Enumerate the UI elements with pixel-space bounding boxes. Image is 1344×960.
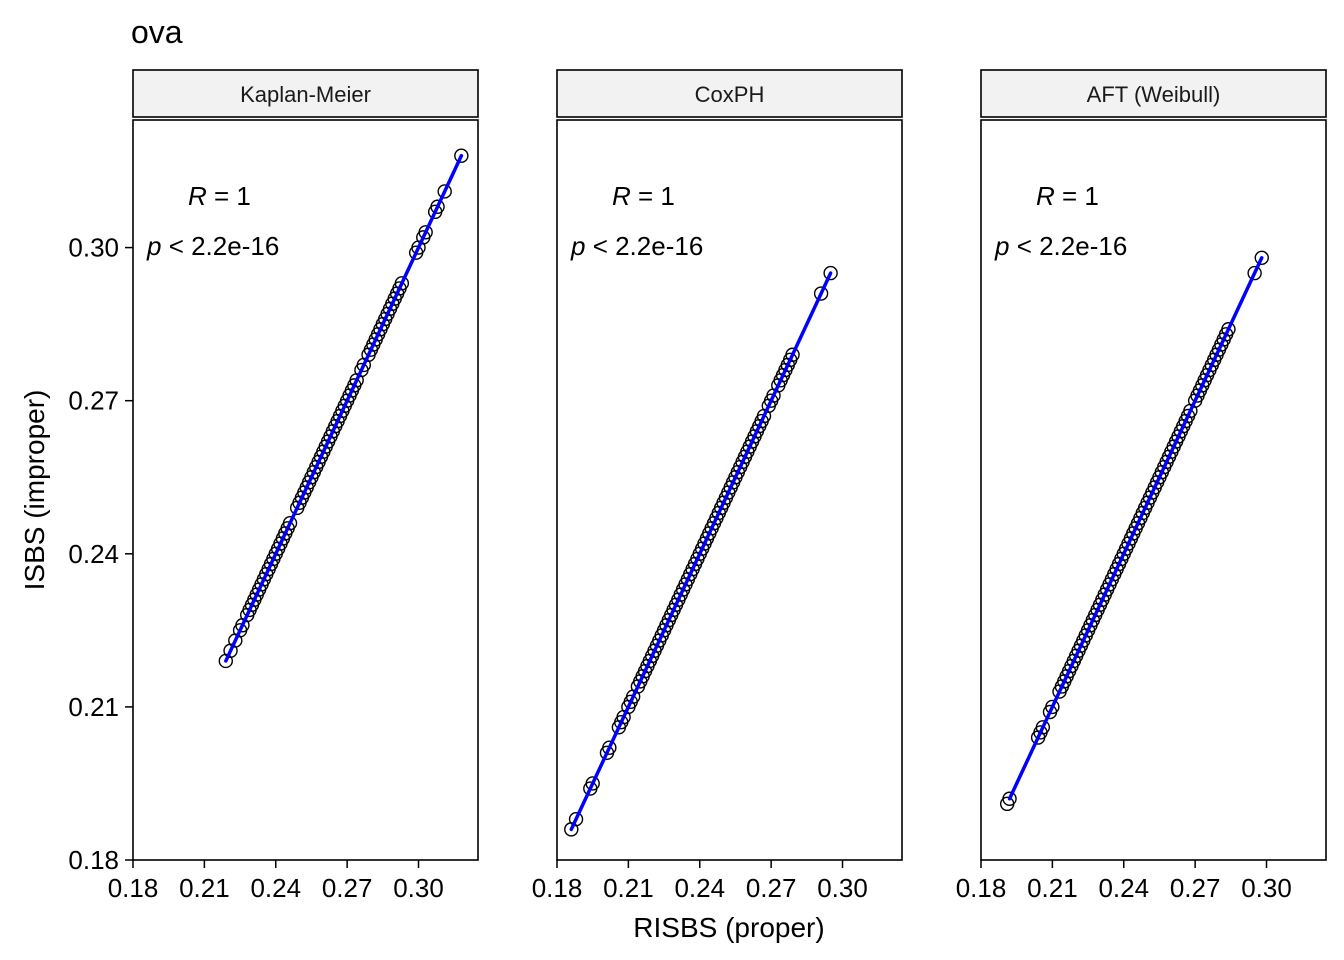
- x-tick-label: 0.24: [674, 873, 725, 903]
- data-point: [1035, 720, 1051, 735]
- x-tick-label: 0.30: [817, 873, 868, 903]
- facet-panel: Kaplan-Meier 0.18 0.21 0.24 0.27 0.30 0.18 0.21…: [68, 69, 479, 903]
- data-point: [823, 265, 838, 281]
- data-point: [585, 776, 600, 791]
- y-tick-label: 0.30: [68, 233, 119, 263]
- facet-panels: Kaplan-Meier 0.18 0.21 0.24 0.27 0.30 0.18 0.21…: [68, 69, 1327, 903]
- data-point: [394, 276, 410, 291]
- x-tick-label: 0.30: [1241, 873, 1292, 903]
- data-point: [1247, 265, 1262, 281]
- data-point: [418, 225, 433, 240]
- data-point: [785, 347, 800, 362]
- data-point: [1221, 322, 1236, 337]
- facet-strip-label: Kaplan-Meier: [240, 82, 371, 107]
- y-tick-label: 0.24: [68, 539, 119, 569]
- x-tick-label: 0.18: [108, 873, 159, 903]
- data-point: [430, 199, 445, 214]
- regression-line: [1007, 256, 1264, 801]
- data-point: [1254, 250, 1269, 265]
- facet-panel: AFT (Weibull) 0.18 0.21 0.24 0.27 0.30 R = 1 p …: [956, 69, 1327, 903]
- chart-title: ova: [131, 14, 183, 50]
- x-tick-label: 0.18: [532, 873, 583, 903]
- facet-strip: [980, 69, 1327, 118]
- y-tick-label: 0.27: [68, 386, 119, 416]
- p-value-annotation: p < 2.2e-16: [994, 231, 1127, 261]
- correlation-annotation: R = 1: [188, 181, 251, 211]
- x-tick-label: 0.27: [746, 873, 797, 903]
- p-value-annotation: p < 2.2e-16: [570, 231, 703, 261]
- data-point: [1045, 699, 1060, 715]
- panel-border: [132, 119, 479, 861]
- data-point: [1002, 791, 1017, 806]
- x-tick-label: 0.18: [956, 873, 1007, 903]
- data-point: [437, 184, 452, 199]
- y-tick-label: 0.21: [68, 692, 119, 722]
- data-point: [568, 811, 584, 827]
- facet-strip: [132, 69, 479, 118]
- x-tick-label: 0.24: [250, 873, 301, 903]
- x-tick-label: 0.21: [1027, 873, 1078, 903]
- x-tick-label: 0.27: [1170, 873, 1221, 903]
- data-point: [282, 515, 298, 531]
- x-tick-label: 0.30: [393, 873, 444, 903]
- data-point: [813, 286, 829, 301]
- facet-strip: [556, 69, 903, 118]
- y-axis-title: ISBS (improper): [19, 390, 50, 591]
- y-tick-label: 0.18: [68, 845, 119, 875]
- panel-border: [980, 119, 1327, 861]
- correlation-annotation: R = 1: [612, 181, 675, 211]
- x-tick-label: 0.21: [179, 873, 230, 903]
- x-tick-label: 0.27: [322, 873, 373, 903]
- x-axis-title: RISBS (proper): [633, 912, 824, 943]
- x-tick-label: 0.24: [1098, 873, 1149, 903]
- p-value-annotation: p < 2.2e-16: [146, 231, 279, 261]
- regression-line: [224, 153, 464, 663]
- facet-panel: CoxPH 0.18 0.21 0.24 0.27 0.30 R = 1 p < 2.2e-1…: [532, 69, 903, 903]
- x-tick-label: 0.21: [603, 873, 654, 903]
- data-point: [602, 740, 617, 755]
- correlation-annotation: R = 1: [1036, 181, 1099, 211]
- panel-border: [556, 119, 903, 861]
- regression-line: [569, 271, 833, 832]
- facet-strip-label: CoxPH: [695, 82, 765, 107]
- facet-strip-label: AFT (Weibull): [1087, 82, 1221, 107]
- data-point: [454, 148, 469, 163]
